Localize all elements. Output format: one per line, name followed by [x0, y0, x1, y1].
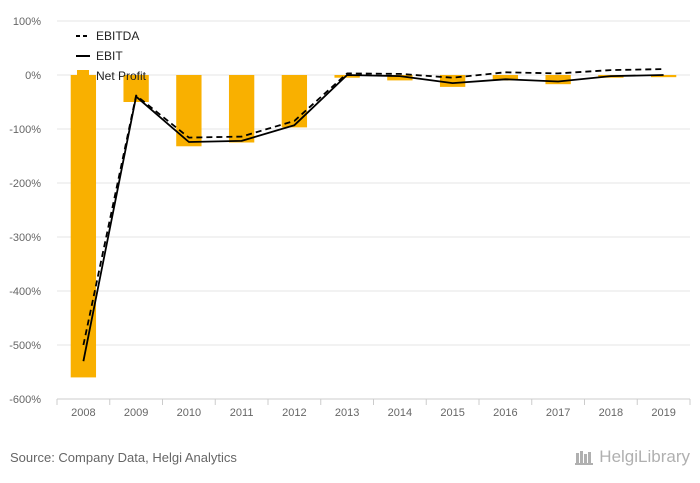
net-profit-bar[interactable]	[387, 75, 413, 81]
chart: 100% 0% -100% -200% -300% -400% -500% -600% 200…	[9, 16, 691, 419]
x-tick-label: 2008	[71, 407, 95, 419]
x-tick-label: 2013	[335, 407, 359, 419]
net-profit-bar[interactable]	[281, 75, 308, 128]
net-profit-bar[interactable]	[70, 75, 97, 378]
net-profit-bar[interactable]	[492, 75, 519, 81]
x-tick-label: 2017	[546, 407, 570, 419]
legend[interactable]: EBITDA EBIT Net Profit	[76, 29, 147, 83]
source-note: Source: Company Data, Helgi Analytics	[10, 450, 237, 465]
grid-lines	[57, 20, 690, 400]
legend-label: EBIT	[96, 49, 123, 63]
library-icon	[575, 451, 594, 465]
net-profit-bar[interactable]	[228, 75, 255, 143]
x-tick-label: 2011	[230, 407, 254, 419]
y-tick-label: -300%	[9, 232, 41, 244]
x-tick-label: 2012	[282, 407, 306, 419]
legend-label: Net Profit	[96, 69, 147, 83]
legend-swatch-net-profit	[77, 70, 89, 82]
y-tick-label: -500%	[9, 340, 41, 352]
x-tick-label: 2016	[493, 407, 517, 419]
x-axis: 2008 2009 2010 2011 2012 2013 2014 2015 2016 2017…	[56, 398, 691, 419]
line-series	[82, 68, 664, 362]
x-tick-label: 2009	[124, 407, 148, 419]
ebit-line[interactable]	[82, 74, 664, 362]
x-tick-label: 2015	[440, 407, 464, 419]
net-profit-bars	[70, 75, 677, 378]
net-profit-bar[interactable]	[439, 75, 466, 87]
y-tick-label: -400%	[9, 286, 41, 298]
net-profit-bar[interactable]	[650, 75, 677, 78]
y-tick-label: -100%	[9, 124, 41, 136]
y-tick-label: 0%	[25, 70, 41, 82]
legend-label: EBITDA	[96, 29, 139, 43]
net-profit-bar[interactable]	[545, 75, 571, 85]
y-tick-label: -200%	[9, 178, 41, 190]
y-tick-label: -600%	[9, 394, 41, 406]
net-profit-bar[interactable]	[334, 75, 360, 78]
helgi-library-logo[interactable]: HelgiLibrary	[575, 447, 690, 467]
x-tick-label: 2010	[177, 407, 201, 419]
ebitda-line[interactable]	[82, 68, 664, 346]
x-tick-label: 2018	[599, 407, 623, 419]
y-axis: 100% 0% -100% -200% -300% -400% -500% -600%	[9, 16, 41, 406]
y-tick-label: 100%	[13, 16, 41, 28]
x-tick-label: 2019	[651, 407, 675, 419]
x-tick-label: 2014	[388, 407, 412, 419]
brand-name: HelgiLibrary	[599, 447, 690, 466]
net-profit-bar[interactable]	[176, 75, 202, 147]
